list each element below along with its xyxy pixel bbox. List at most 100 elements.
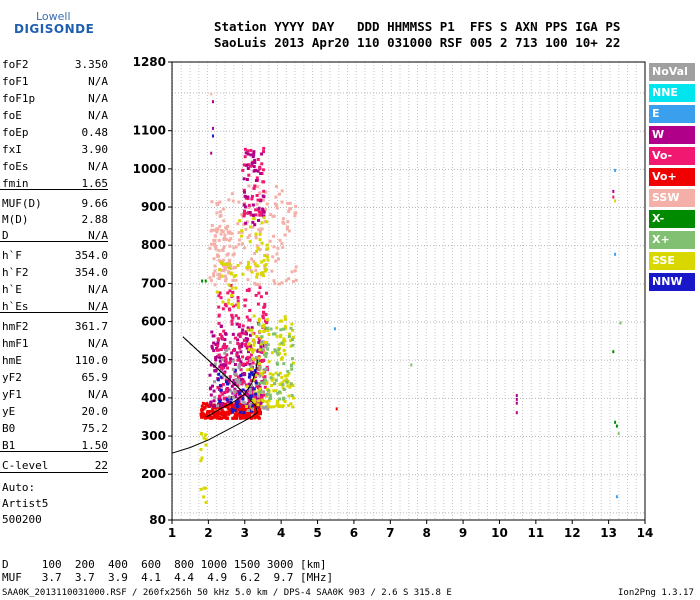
grid-dot (207, 74, 208, 75)
grid-dot (452, 77, 453, 78)
grid-dot (408, 434, 410, 435)
grid-dot (425, 158, 427, 159)
grid-dot (189, 305, 191, 306)
grid-dot (425, 419, 427, 420)
grid-dot (312, 416, 313, 417)
grid-dot (277, 461, 278, 462)
grid-dot (338, 242, 340, 243)
grid-dot (434, 437, 436, 438)
grid-dot (285, 125, 287, 126)
grid-dot (303, 386, 305, 387)
grid-dot (434, 164, 436, 165)
grid-dot (259, 149, 261, 150)
grid-dot (277, 437, 278, 438)
grid-dot (443, 134, 445, 135)
grid-dot (390, 101, 392, 102)
grid-dot (434, 308, 436, 309)
grid-dot (242, 515, 243, 516)
grid-dot (285, 425, 287, 426)
grid-dot (338, 272, 340, 273)
grid-dot (373, 488, 375, 489)
grid-dot (417, 104, 418, 105)
grid-dot (285, 224, 287, 225)
grid-dot (417, 101, 418, 102)
grid-dot (364, 434, 366, 435)
grid-dot (417, 131, 418, 132)
grid-dot (180, 476, 182, 477)
grid-dot (294, 260, 296, 261)
grid-dot (425, 503, 427, 504)
grid-dot (338, 368, 340, 369)
grid-dot (224, 473, 226, 474)
grid-dot (189, 479, 191, 480)
grid-dot (277, 464, 278, 465)
grid-dot (399, 197, 401, 198)
grid-dot (215, 104, 217, 105)
grid-dot (303, 389, 305, 390)
grid-dot (425, 410, 427, 411)
grid-dot (207, 182, 208, 183)
grid-dot (425, 365, 427, 366)
grid-dot (207, 230, 208, 231)
grid-dot (180, 455, 182, 456)
grid-dot (399, 275, 401, 276)
grid-dot (347, 146, 348, 147)
grid-dot (408, 155, 410, 156)
grid-dot (180, 368, 182, 369)
grid-dot (312, 173, 313, 174)
grid-dot (250, 74, 252, 75)
grid-dot (452, 74, 453, 75)
grid-dot (329, 134, 331, 135)
grid-dot (233, 338, 235, 339)
grid-dot (399, 518, 401, 519)
grid-dot (373, 137, 375, 138)
grid-dot (425, 176, 427, 177)
grid-dot (382, 404, 383, 405)
grid-dot (285, 161, 287, 162)
grid-dot (233, 98, 235, 99)
grid-dot (277, 503, 278, 504)
grid-dot (303, 65, 305, 66)
grid-dot (312, 113, 313, 114)
grid-dot (417, 314, 418, 315)
grid-dot (207, 386, 208, 387)
grid-dot (312, 260, 313, 261)
grid-dot (198, 149, 200, 150)
grid-dot (312, 512, 313, 513)
grid-dot (268, 308, 270, 309)
grid-dot (355, 254, 357, 255)
grid-dot (285, 293, 287, 294)
grid-dot (268, 74, 270, 75)
grid-dot (285, 107, 287, 108)
grid-dot (425, 287, 427, 288)
grid-dot (408, 122, 410, 123)
grid-dot (399, 434, 401, 435)
grid-dot (233, 203, 235, 204)
grid-dot (425, 95, 427, 96)
grid-dot (207, 353, 208, 354)
grid-dot (189, 233, 191, 234)
grid-dot (382, 386, 383, 387)
grid-dot (329, 251, 331, 252)
grid-dot (303, 164, 305, 165)
grid-dot (215, 317, 217, 318)
grid-dot (399, 83, 401, 84)
grid-dot (294, 236, 296, 237)
grid-dot (329, 335, 331, 336)
grid-dot (355, 311, 357, 312)
grid-dot (443, 452, 445, 453)
grid-dot (452, 98, 453, 99)
grid-dot (390, 176, 392, 177)
grid-dot (207, 269, 208, 270)
grid-dot (303, 281, 305, 282)
grid-dot (399, 242, 401, 243)
grid-dot (259, 278, 261, 279)
grid-dot (303, 269, 305, 270)
grid-dot (390, 386, 392, 387)
grid-dot (180, 488, 182, 489)
grid-dot (338, 200, 340, 201)
grid-dot (207, 326, 208, 327)
grid-dot (338, 95, 340, 96)
param-name: hmF1 (2, 337, 29, 350)
grid-dot (285, 479, 287, 480)
